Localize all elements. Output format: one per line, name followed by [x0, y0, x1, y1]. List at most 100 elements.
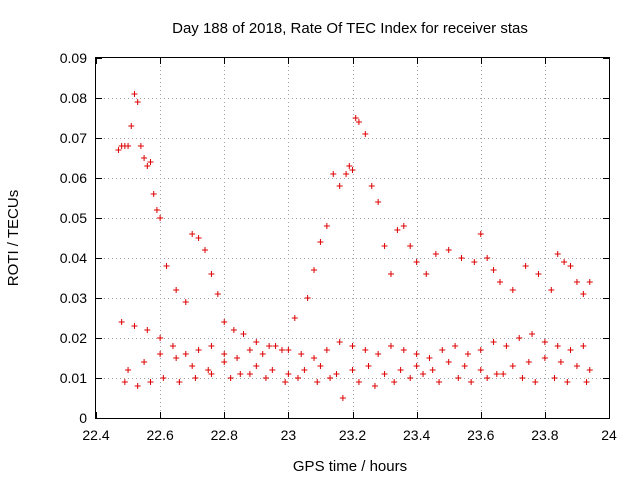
data-point — [173, 287, 180, 293]
data-point — [561, 259, 568, 265]
data-point — [131, 91, 138, 97]
data-point — [336, 339, 343, 345]
data-point — [586, 279, 593, 285]
data-point — [282, 379, 289, 385]
data-point — [551, 375, 558, 381]
data-point — [471, 259, 478, 265]
data-point — [343, 171, 350, 177]
data-point — [115, 147, 122, 153]
data-point — [522, 263, 529, 269]
data-point — [573, 279, 580, 285]
data-point — [567, 263, 574, 269]
data-point — [330, 171, 337, 177]
data-point — [141, 155, 148, 161]
data-point — [346, 163, 353, 169]
data-point — [134, 99, 141, 105]
y-tick-label: 0.08 — [60, 90, 87, 106]
data-point — [468, 379, 475, 385]
data-point — [564, 379, 571, 385]
data-point — [221, 359, 228, 365]
data-point — [147, 379, 154, 385]
data-point — [285, 347, 292, 353]
data-point — [240, 331, 247, 337]
data-point — [259, 351, 266, 357]
data-point — [413, 363, 420, 369]
data-point — [519, 375, 526, 381]
y-tick-label: 0.02 — [60, 330, 87, 346]
data-point — [230, 327, 237, 333]
data-point — [234, 355, 241, 361]
data-point — [339, 395, 346, 401]
x-tick-label: 24 — [601, 427, 617, 443]
data-point — [176, 379, 183, 385]
data-point — [221, 351, 228, 357]
x-tick-label: 22.6 — [147, 427, 174, 443]
data-point — [237, 371, 244, 377]
data-point — [134, 383, 141, 389]
data-point — [529, 331, 536, 337]
x-axis-tick-labels: 22.4 22.6 22.8 23 23.2 23.4 23.6 23.8 24 — [82, 427, 617, 443]
data-point — [317, 239, 324, 245]
y-tick-label: 0.07 — [60, 130, 87, 146]
data-point — [400, 223, 407, 229]
data-point — [272, 343, 279, 349]
x-tick-label: 23.4 — [403, 427, 430, 443]
data-point — [583, 379, 590, 385]
data-point — [580, 343, 587, 349]
data-point — [192, 375, 199, 381]
data-point — [147, 159, 154, 165]
data-point — [407, 375, 414, 381]
data-point — [413, 259, 420, 265]
data-point — [128, 123, 135, 129]
data-point — [400, 347, 407, 353]
data-point — [246, 347, 253, 353]
data-point — [391, 379, 398, 385]
data-point — [375, 199, 382, 205]
y-tick-label: 0.03 — [60, 290, 87, 306]
data-point — [144, 163, 151, 169]
data-point — [503, 343, 510, 349]
data-point — [323, 223, 330, 229]
data-point — [157, 335, 164, 341]
data-point — [169, 343, 176, 349]
data-point — [381, 371, 388, 377]
data-point — [317, 363, 324, 369]
x-tick-label: 22.8 — [211, 427, 238, 443]
data-point — [160, 375, 167, 381]
data-point — [387, 343, 394, 349]
data-point — [327, 375, 334, 381]
data-point — [557, 359, 564, 365]
data-point — [477, 231, 484, 237]
x-tick-label: 22.4 — [82, 427, 109, 443]
data-point — [365, 363, 372, 369]
data-point — [371, 383, 378, 389]
data-point — [157, 351, 164, 357]
data-point — [285, 371, 292, 377]
data-point — [516, 335, 523, 341]
data-point — [423, 271, 430, 277]
data-point — [214, 291, 221, 297]
plot-frame — [95, 57, 610, 419]
data-point — [452, 343, 459, 349]
data-point — [509, 287, 516, 293]
data-point — [362, 131, 369, 137]
data-point — [455, 375, 462, 381]
data-point — [554, 343, 561, 349]
data-point — [496, 279, 503, 285]
x-tick-label: 23.8 — [531, 427, 558, 443]
data-point — [189, 231, 196, 237]
data-point — [532, 379, 539, 385]
data-point — [580, 291, 587, 297]
y-tick-label: 0.05 — [60, 210, 87, 226]
y-tick-label: 0.04 — [60, 250, 87, 266]
gridlines — [96, 58, 609, 418]
data-point — [208, 371, 215, 377]
data-point — [484, 255, 491, 261]
data-point — [205, 367, 212, 373]
data-point — [426, 355, 433, 361]
data-point — [375, 351, 382, 357]
x-tick-label: 23 — [281, 427, 297, 443]
data-point — [291, 315, 298, 321]
data-point — [477, 367, 484, 373]
